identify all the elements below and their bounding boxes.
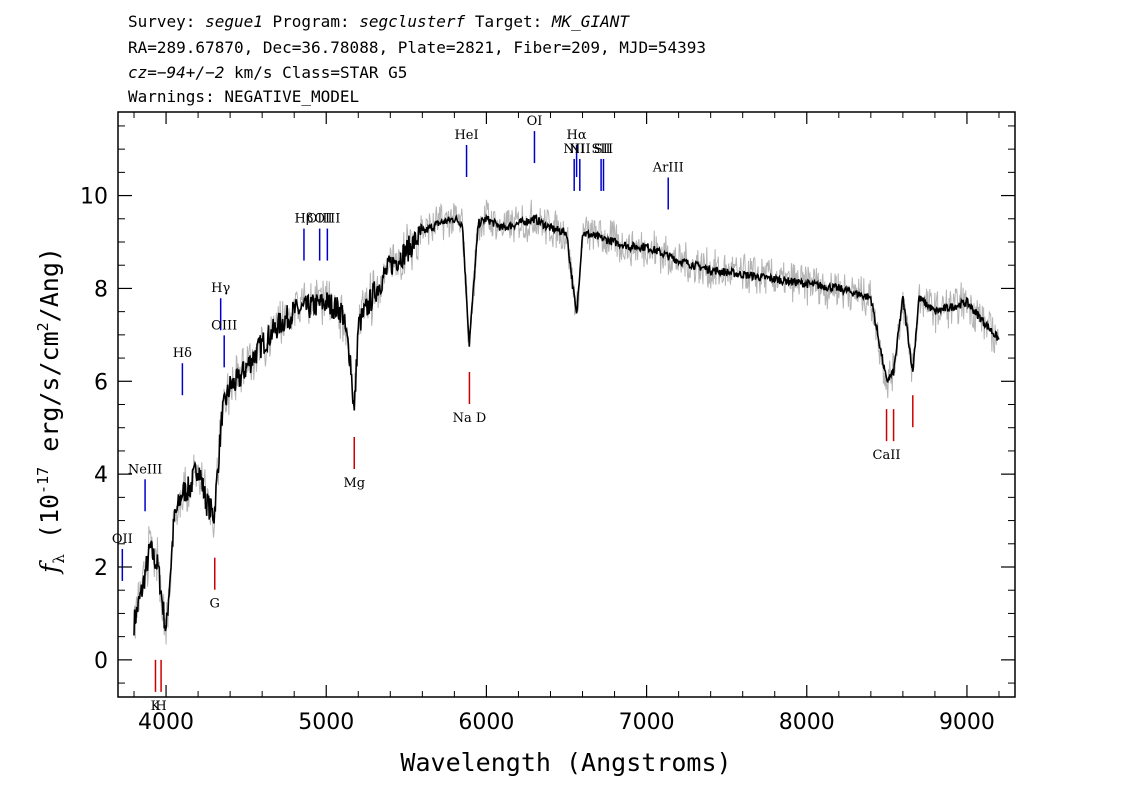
emission-line-label: NeIII: [128, 462, 162, 477]
emission-line-label: NII: [563, 142, 585, 157]
y-tick-label: 0: [94, 649, 108, 674]
emission-line-label: HeI: [454, 128, 478, 143]
target-value: MK_GIANT: [551, 12, 629, 31]
header-line-4: Warnings: NEGATIVE_MODEL: [128, 87, 360, 106]
emission-line-label: SII: [594, 142, 613, 157]
y-tick-label: 2: [94, 556, 108, 581]
plot-marks: [121, 131, 1000, 692]
error-series-line: [133, 199, 1000, 645]
emission-line-label: OII: [112, 532, 133, 547]
x-axis-title: Wavelength (Angstroms): [400, 748, 731, 777]
cz-label: cz=: [128, 63, 157, 82]
y-tick-label: 4: [94, 463, 108, 488]
axis-ticks: 4000 5000 6000 7000 8000 9000 0 2 4 6 8 10: [80, 112, 1015, 735]
emission-line-label: Hα: [567, 128, 587, 143]
absorption-line-label: Na D: [453, 411, 487, 426]
emission-line-label: SII: [592, 142, 611, 157]
y-tick-label: 10: [80, 185, 108, 210]
emission-line-label: OIII: [307, 212, 333, 227]
header-line-3: cz=−94+/−2 km/s Class=STAR G5: [128, 63, 407, 83]
survey-label: Survey:: [128, 12, 196, 31]
y-axis-title-units: erg/s/cm: [35, 331, 64, 451]
emission-line-label: Hβ: [295, 212, 314, 227]
emission-line-label: ArIII: [652, 161, 684, 176]
y-tick-label: 8: [94, 277, 108, 302]
x-tick-label: 7000: [619, 710, 675, 735]
class-value: Class=STAR G5: [282, 63, 408, 82]
absorption-line-label: G: [210, 597, 220, 612]
flux-series-line: [133, 213, 1000, 636]
absorption-line-label: Mg: [343, 476, 365, 491]
x-tick-label: 6000: [458, 710, 514, 735]
x-tick-label: 8000: [779, 710, 835, 735]
survey-value: segue1: [205, 12, 263, 31]
y-axis-title-exp: -17: [34, 467, 52, 494]
emission-line-label: Hγ: [211, 281, 230, 296]
program-label: Program:: [272, 12, 350, 31]
program-value: segclusterf: [359, 12, 466, 31]
y-axis-title: fλ (10-17 erg/s/cm2/Ang): [34, 247, 68, 575]
absorption-line-label: CaII: [873, 448, 901, 463]
emission-line-label: OI: [527, 114, 543, 129]
absorption-line-label: K: [151, 699, 161, 714]
cz-value: −94+/−2: [156, 63, 225, 82]
emission-line-label: Hδ: [173, 346, 192, 361]
header-line-1: Survey: segue1 Program: segclusterf Targ…: [128, 12, 629, 32]
plot-frame: [117, 111, 1016, 698]
cz-unit: km/s: [233, 63, 273, 82]
y-axis-title-text: (10: [35, 494, 64, 539]
x-tick-label: 4000: [138, 710, 194, 735]
emission-line-label: OIII: [314, 212, 340, 227]
emission-line-label: NII: [569, 142, 591, 157]
header-line-2: RA=289.67870, Dec=36.78088, Plate=2821, …: [128, 38, 706, 57]
absorption-line-label: H: [155, 699, 166, 714]
target-label: Target:: [474, 12, 543, 31]
emission-line-label: OIII: [211, 318, 237, 333]
y-tick-label: 6: [94, 370, 108, 395]
x-tick-label: 9000: [939, 710, 995, 735]
y-axis-title-tail: /Ang): [35, 247, 64, 322]
x-tick-label: 5000: [298, 710, 354, 735]
